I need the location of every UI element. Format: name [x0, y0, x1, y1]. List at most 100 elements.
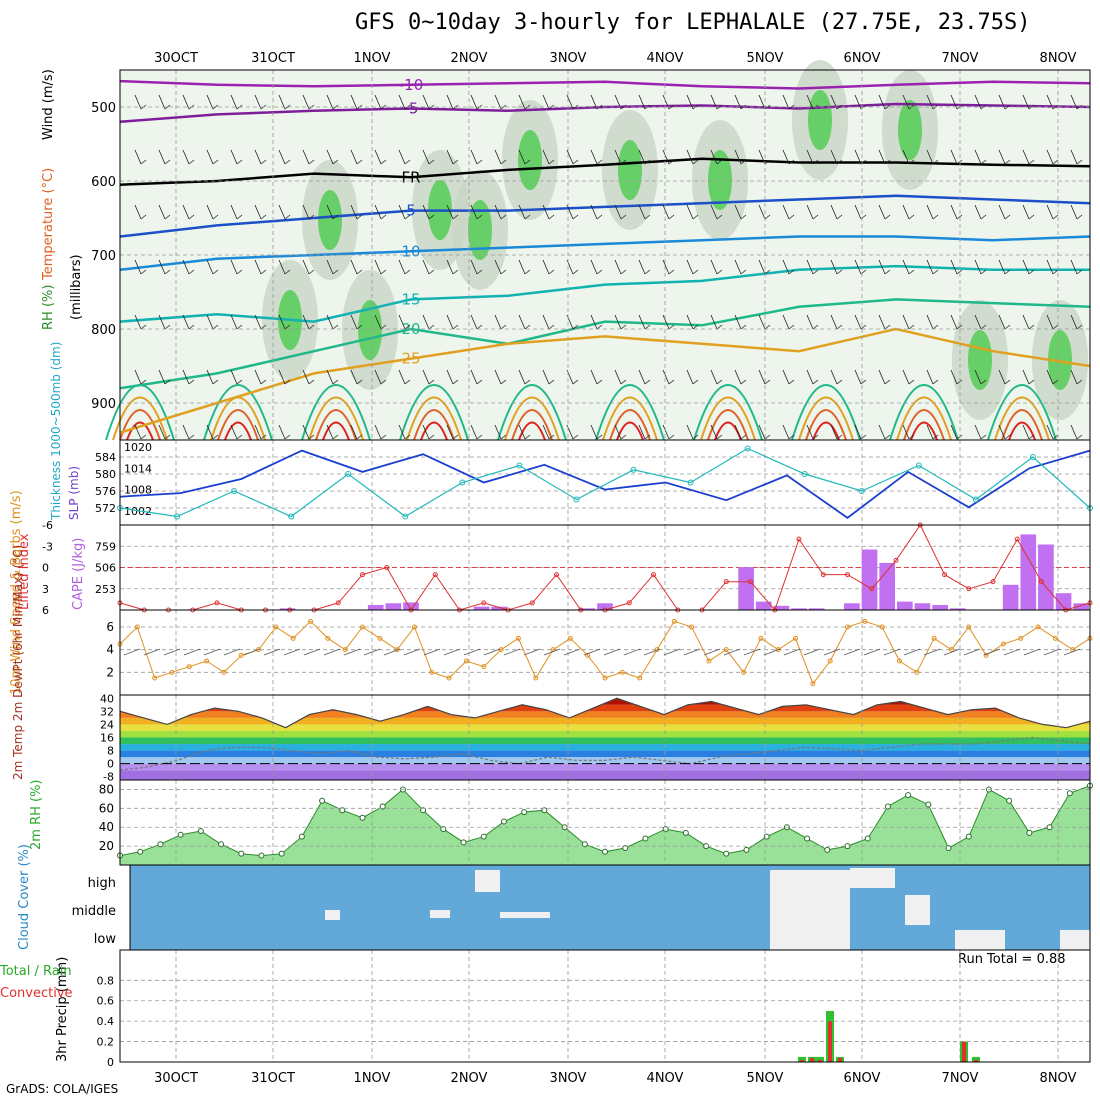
- wind-barb: [716, 324, 723, 330]
- isotherm-lobe: [112, 396, 168, 441]
- wind-barb: [332, 159, 339, 165]
- cape-tick-label: 759: [95, 540, 116, 553]
- isotherm-label: 5: [406, 202, 416, 220]
- wind-speed-point: [689, 624, 695, 630]
- wind-barb: [1003, 648, 1021, 656]
- cloud-block: [770, 870, 850, 950]
- wind-barb: [182, 94, 190, 110]
- wind-barb: [188, 159, 195, 165]
- wind-barb: [830, 369, 838, 385]
- wind-barb: [423, 648, 441, 656]
- wind-barb: [422, 259, 430, 275]
- wind-barb: [494, 369, 502, 385]
- wind-barb: [500, 324, 507, 330]
- wind-barb: [524, 214, 531, 220]
- wind-barb: [878, 314, 886, 330]
- wind-barb: [974, 204, 982, 220]
- wind-barb: [1022, 424, 1030, 440]
- temp-bands: [120, 698, 1090, 780]
- li-point: [796, 536, 802, 542]
- wind-barb: [884, 159, 891, 165]
- wind-barb: [542, 259, 550, 275]
- date-label-top: 6NOV: [844, 51, 881, 66]
- wind-speed-point: [793, 635, 799, 641]
- isotherm-lobe: [791, 384, 861, 441]
- wind-speed-point: [896, 658, 902, 664]
- slp-tick-label: 1002: [124, 505, 152, 518]
- wind-barb: [596, 269, 603, 275]
- wind-barb: [404, 379, 411, 385]
- wind-barb: [236, 159, 243, 165]
- wind-barb: [212, 379, 219, 385]
- wind-barb: [518, 149, 526, 165]
- wind-barb: [374, 369, 382, 385]
- wind-barb: [1004, 324, 1011, 330]
- wind-barb: [932, 269, 939, 275]
- date-label-bottom: 3NOV: [550, 1071, 587, 1086]
- cape-bar: [403, 602, 419, 610]
- wind-barb: [278, 314, 286, 330]
- wind-barb: [710, 259, 718, 275]
- wind-barb: [764, 324, 771, 330]
- wind-barb: [878, 204, 886, 220]
- wind-barb: [662, 369, 670, 385]
- wind-barb: [278, 204, 286, 220]
- wind-barb: [758, 259, 766, 275]
- wind-barb: [182, 369, 190, 385]
- wind-barb: [903, 648, 921, 656]
- wind-barb: [980, 214, 987, 220]
- wind-barb: [284, 214, 291, 220]
- wind-barb: [188, 379, 195, 385]
- isotherm-lobe: [707, 409, 749, 441]
- wind-barb: [500, 159, 507, 165]
- wind-barb: [326, 259, 334, 275]
- wind-barb: [668, 434, 675, 440]
- cloud-block: [955, 930, 1005, 950]
- wind-barb: [854, 94, 862, 110]
- wind-barb: [788, 324, 795, 330]
- wind-barb: [398, 204, 406, 220]
- rh-point: [1026, 829, 1033, 836]
- wind-barb: [1022, 369, 1030, 385]
- isotherm-label: -5: [404, 99, 419, 117]
- precip-ylabel: 3hr Precip (mm): [55, 957, 70, 1062]
- wind-barb: [158, 204, 166, 220]
- wind-barb: [950, 149, 958, 165]
- isotherm-lobe: [805, 409, 847, 441]
- cape-bar: [773, 605, 790, 610]
- li-point: [529, 600, 535, 606]
- wind-speed-point: [671, 618, 677, 624]
- wind-barb: [812, 379, 819, 385]
- wind-barb: [212, 104, 219, 110]
- wind-speed-point: [308, 618, 314, 624]
- wind-barb: [206, 424, 214, 440]
- rh-point: [622, 845, 629, 851]
- cape-bar: [897, 601, 913, 610]
- isotherm-lobe: [301, 384, 371, 441]
- wind-barb: [686, 149, 694, 165]
- rh-point: [339, 807, 346, 814]
- wind-barb: [1028, 269, 1035, 275]
- wind-barb: [806, 204, 814, 220]
- wind-barb: [572, 434, 579, 440]
- temp-tick-label: 16: [100, 732, 114, 745]
- rh-point: [177, 831, 184, 838]
- wind-barb: [263, 648, 281, 656]
- wind-speed-point: [602, 675, 608, 681]
- rh-point: [682, 829, 689, 836]
- wind-barb: [476, 324, 483, 330]
- wind-barb: [974, 424, 982, 440]
- li-point: [723, 579, 729, 585]
- wind-barb: [908, 214, 915, 220]
- isotherm-label: 15: [401, 290, 420, 308]
- wind-barb: [812, 434, 819, 440]
- rh-point: [804, 835, 811, 842]
- wind-barb: [740, 214, 747, 220]
- rh-point: [884, 803, 891, 810]
- wind-barb: [956, 214, 963, 220]
- wind-barb: [548, 269, 555, 275]
- temp-color-band: [120, 730, 1090, 738]
- cloud-block: [430, 910, 450, 918]
- isotherm-lobe: [910, 421, 938, 441]
- cape-bar: [932, 604, 948, 610]
